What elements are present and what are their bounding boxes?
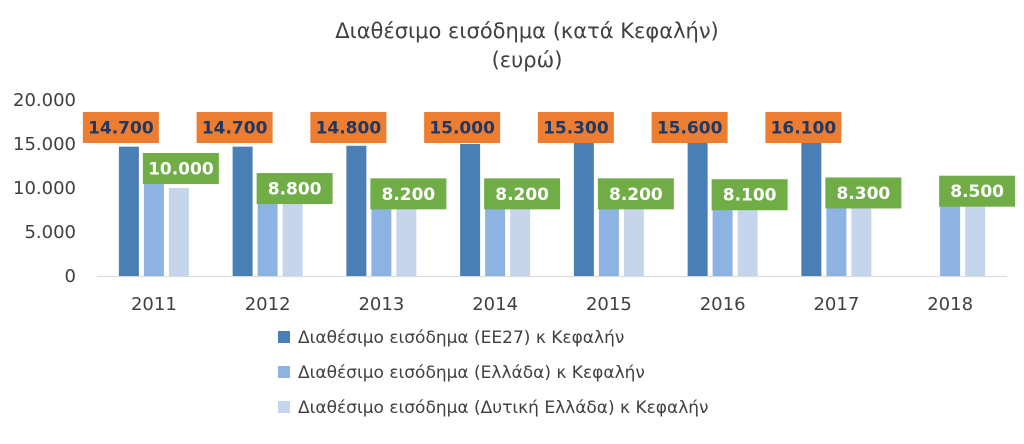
- x-tick-label: 2017: [813, 294, 859, 315]
- bar-series-3: [396, 203, 417, 276]
- data-label-series-1: 14.800: [310, 112, 387, 143]
- bar-series-3: [282, 198, 303, 276]
- x-tick-label: 2018: [927, 294, 973, 315]
- data-label-text: 16.100: [771, 119, 837, 139]
- data-label-box: [256, 173, 333, 205]
- data-label-series-3: 8.200: [597, 178, 674, 210]
- legend-label: Διαθέσιμο εισόδημα (Δυτική Ελλάδα) κ Κεφ…: [298, 398, 709, 418]
- bar-series-2: [826, 188, 847, 276]
- data-label-series-3: 8.100: [711, 179, 788, 211]
- legend-swatch: [278, 366, 290, 378]
- legend: Διαθέσιμο εισόδημα (ΕΕ27) κ Κεφαλήν Διαθέ…: [278, 328, 709, 418]
- data-label-text: 8.200: [381, 185, 435, 205]
- data-label-text: 10.000: [148, 160, 214, 180]
- data-label-series-1: 15.300: [537, 112, 614, 143]
- data-label-box: [370, 178, 447, 210]
- data-label-text: 15.300: [543, 119, 609, 139]
- data-label-series-1: 14.700: [82, 112, 159, 143]
- data-label-text: 8.300: [836, 184, 890, 204]
- x-tick-label: 2016: [700, 294, 746, 315]
- legend-item-2: Διαθέσιμο εισόδημα (Ελλάδα) κ Κεφαλήν: [278, 363, 645, 383]
- data-label-series-3: 8.200: [370, 178, 447, 210]
- data-label-text: 14.800: [316, 119, 382, 139]
- data-label-box: [484, 178, 561, 210]
- bar-series-3: [851, 202, 872, 276]
- data-label-box: [142, 153, 219, 184]
- bar-series-2: [940, 187, 961, 276]
- data-label-text: 8.500: [950, 182, 1004, 202]
- bar-series-2: [712, 189, 733, 276]
- bar-series-2: [257, 185, 278, 276]
- data-label-text: 8.200: [609, 185, 663, 205]
- y-axis-ticks: 0 5.000 10.000 15.000 20.000: [13, 90, 76, 287]
- data-label-text: 15.600: [657, 119, 723, 139]
- legend-item-3: Διαθέσιμο εισόδημα (Δυτική Ελλάδα) κ Κεφ…: [278, 398, 709, 418]
- x-tick-label: 2013: [358, 294, 404, 315]
- data-label-series-3: 8.300: [825, 177, 902, 209]
- bar-series-3: [965, 201, 986, 276]
- data-label-text: 14.700: [88, 119, 154, 139]
- y-tick-label: 15.000: [13, 134, 76, 155]
- data-label-text: 15.000: [429, 119, 495, 139]
- data-label-box: [537, 112, 614, 143]
- bar-series-3: [510, 203, 531, 276]
- data-label-series-1: 14.700: [196, 112, 273, 143]
- legend-label: Διαθέσιμο εισόδημα (Ελλάδα) κ Κεφαλήν: [298, 363, 645, 383]
- legend-label: Διαθέσιμο εισόδημα (ΕΕ27) κ Κεφαλήν: [298, 328, 624, 348]
- data-label-box: [651, 112, 728, 143]
- data-label-text: 8.800: [268, 180, 322, 200]
- data-label-text: 8.100: [723, 186, 777, 206]
- bar-series-1: [460, 144, 481, 276]
- data-label-box: [424, 112, 501, 143]
- bar-series-3: [737, 204, 758, 276]
- y-tick-label: 10.000: [13, 178, 76, 199]
- data-label-box: [196, 112, 273, 143]
- bar-series-1: [687, 138, 708, 276]
- bar-series-1: [801, 134, 822, 276]
- x-tick-label: 2011: [131, 294, 177, 315]
- data-label-series-1: 15.600: [651, 112, 728, 143]
- y-tick-label: 5.000: [24, 222, 76, 243]
- x-tick-label: 2012: [245, 294, 291, 315]
- x-axis-ticks: 2011 2012 2013 2014 2015 2016 2017 2018: [131, 294, 973, 315]
- data-label-box: [711, 179, 788, 211]
- bar-series-2: [143, 177, 164, 276]
- data-label-series-3: 10.000: [142, 153, 219, 184]
- y-tick-label: 20.000: [13, 90, 76, 111]
- data-label-box: [597, 178, 674, 210]
- data-label-box: [765, 112, 842, 143]
- bar-series-2: [485, 189, 506, 276]
- bar-series-3: [623, 203, 644, 276]
- chart-subtitle: (ευρώ): [492, 48, 563, 72]
- bar-series-3: [168, 188, 189, 276]
- bar-series-2: [371, 190, 392, 276]
- data-label-series-3: 8.200: [484, 178, 561, 210]
- legend-swatch: [278, 401, 290, 413]
- legend-swatch: [278, 331, 290, 343]
- bar-series-1: [346, 145, 367, 276]
- y-tick-label: 0: [65, 266, 76, 287]
- x-tick-label: 2014: [472, 294, 518, 315]
- data-label-box: [825, 177, 902, 209]
- data-label-series-1: 16.100: [765, 112, 842, 143]
- data-label-series-3: 8.800: [256, 173, 333, 205]
- data-labels-layer: 14.700 14.700 14.800 15.000 15.300 15.600 16.1…: [82, 112, 1016, 211]
- bar-series-2: [598, 188, 619, 276]
- data-label-series-1: 15.000: [424, 112, 501, 143]
- data-label-box: [939, 175, 1016, 207]
- legend-item-1: Διαθέσιμο εισόδημα (ΕΕ27) κ Κεφαλήν: [278, 328, 624, 348]
- chart-title: Διαθέσιμο εισόδημα (κατά Κεφαλήν): [335, 19, 719, 43]
- bar-series-1: [573, 141, 594, 276]
- data-label-series-3: 8.500: [939, 175, 1016, 207]
- data-label-text: 8.200: [495, 185, 549, 205]
- bars-layer: [118, 134, 986, 276]
- bar-series-1: [232, 146, 253, 276]
- data-label-text: 14.700: [202, 119, 268, 139]
- bar-series-1: [118, 146, 139, 276]
- data-label-box: [310, 112, 387, 143]
- data-label-box: [82, 112, 159, 143]
- x-tick-label: 2015: [586, 294, 632, 315]
